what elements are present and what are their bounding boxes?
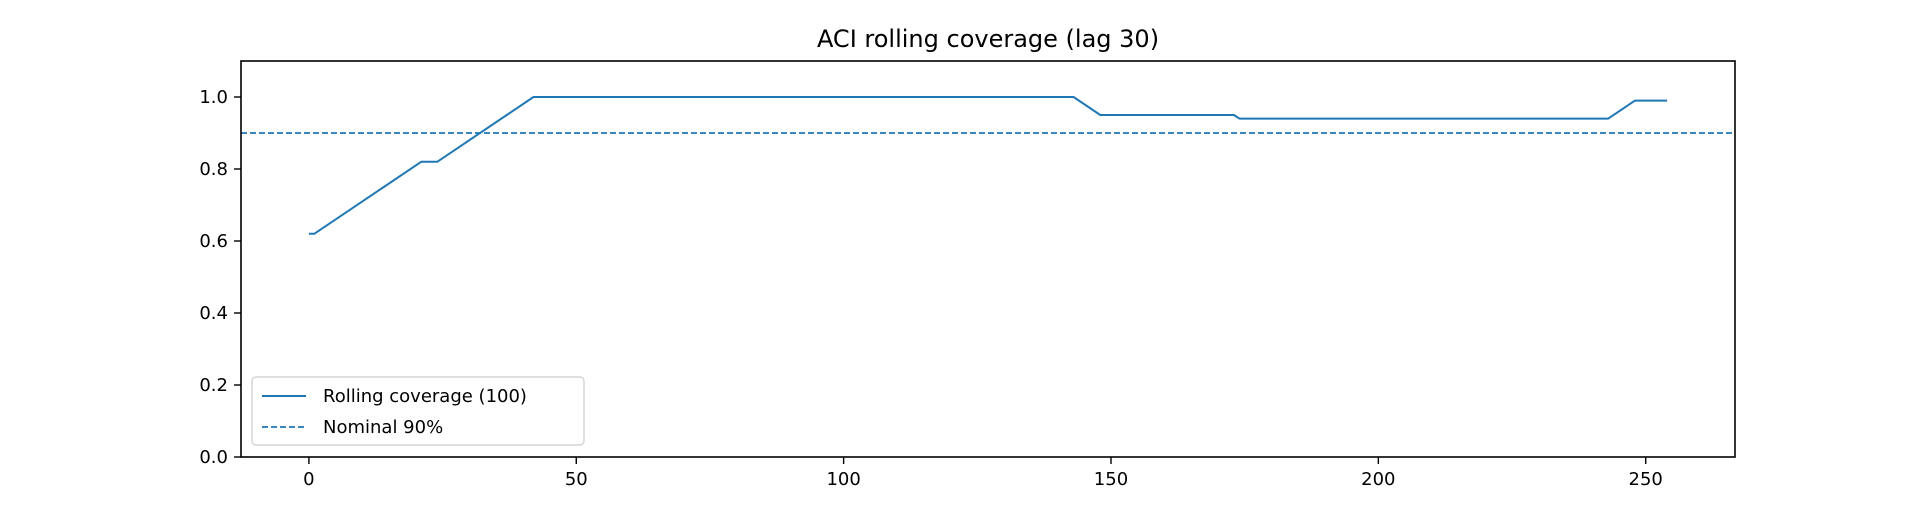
y-tick-label: 0.0 bbox=[199, 447, 228, 468]
legend-label: Rolling coverage (100) bbox=[323, 386, 527, 407]
y-tick-label: 0.2 bbox=[199, 375, 228, 396]
series-rolling-coverage-line bbox=[308, 96, 1668, 235]
x-tick-label: 250 bbox=[1629, 469, 1663, 490]
plot-frame bbox=[240, 60, 1736, 458]
legend: Rolling coverage (100) Nominal 90% bbox=[251, 376, 585, 446]
legend-box bbox=[251, 376, 585, 446]
y-tick-label: 0.8 bbox=[199, 159, 228, 180]
y-tick-label: 0.6 bbox=[199, 231, 228, 252]
y-tick-label: 0.4 bbox=[199, 303, 228, 324]
x-tick-label: 200 bbox=[1361, 469, 1395, 490]
x-tick-label: 50 bbox=[565, 469, 588, 490]
x-tick-label: 0 bbox=[303, 469, 314, 490]
legend-label: Nominal 90% bbox=[323, 417, 443, 438]
x-tick-label: 100 bbox=[826, 469, 860, 490]
chart-title: ACI rolling coverage (lag 30) bbox=[817, 25, 1159, 53]
x-tick-label: 150 bbox=[1094, 469, 1128, 490]
y-tick-label: 1.0 bbox=[199, 87, 228, 108]
